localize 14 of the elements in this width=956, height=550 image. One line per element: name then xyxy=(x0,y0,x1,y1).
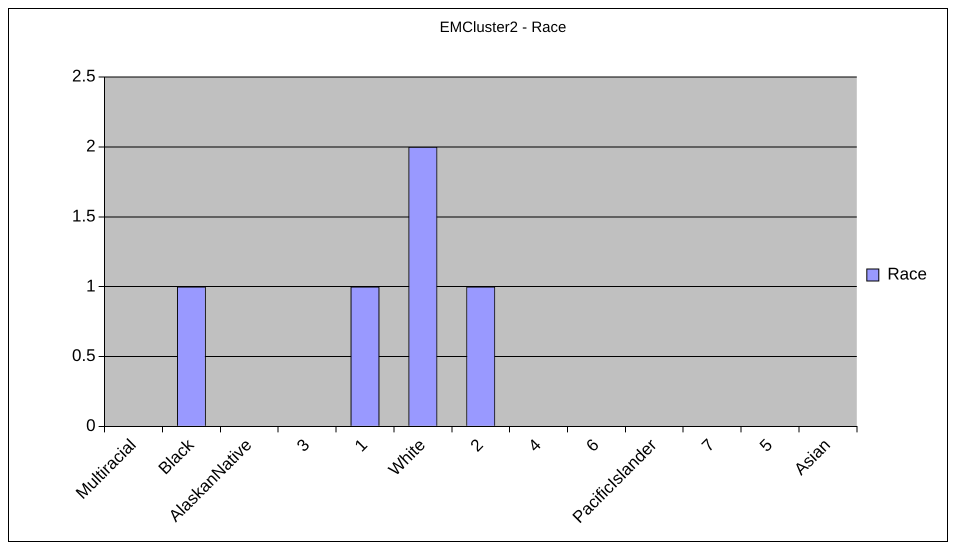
x-tick-label: 5 xyxy=(756,435,776,456)
y-tick-label: 1.5 xyxy=(72,206,96,226)
x-tick-label: 7 xyxy=(698,435,718,456)
x-tick-label: 4 xyxy=(524,435,545,456)
y-tick-label: 2 xyxy=(86,136,96,156)
chart-title: EMCluster2 - Race xyxy=(440,19,566,36)
x-tick-label: 1 xyxy=(351,435,372,456)
y-tick-label: 1 xyxy=(86,276,96,296)
legend-label: Race xyxy=(887,264,927,284)
y-tick-label: 2.5 xyxy=(72,66,96,86)
y-tick-label: 0.5 xyxy=(72,346,96,366)
y-tick-label: 0 xyxy=(86,416,96,436)
x-tick-label: 3 xyxy=(293,435,314,456)
x-tick-label: 2 xyxy=(466,435,487,456)
